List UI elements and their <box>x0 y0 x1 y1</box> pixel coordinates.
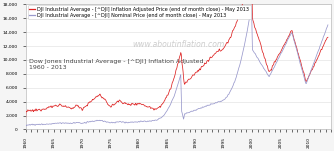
Legend: DJI Industrial Average - [^DJI] Inflation Adjusted Price (end of month close) - : DJI Industrial Average - [^DJI] Inflatio… <box>28 5 251 19</box>
Text: www.aboutinflation.com: www.aboutinflation.com <box>132 40 224 49</box>
Text: Dow Jones Industrial Average - [^DJI] Inflation Adjusted
1960 - 2013: Dow Jones Industrial Average - [^DJI] In… <box>29 59 203 70</box>
